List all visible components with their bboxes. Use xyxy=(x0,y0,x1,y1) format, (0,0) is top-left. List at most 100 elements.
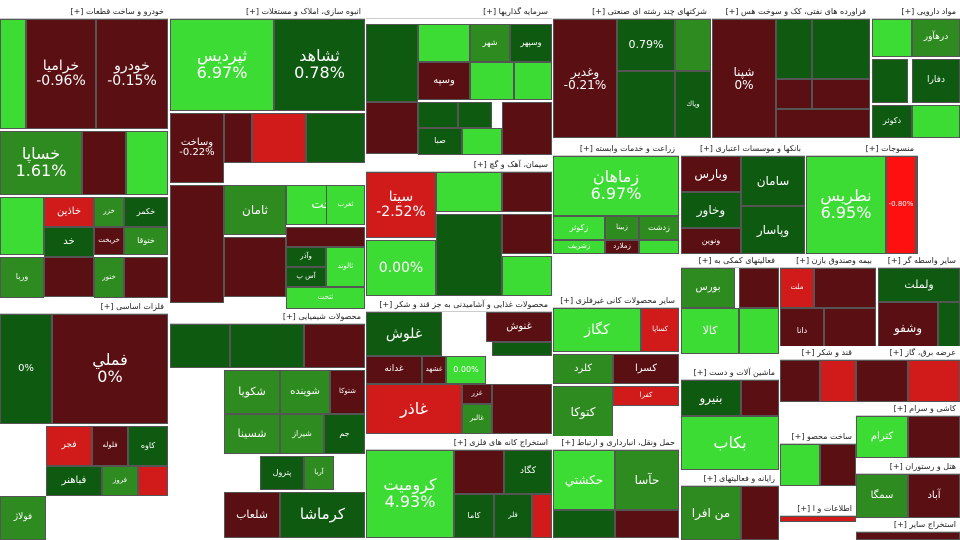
heatmap-tile[interactable] xyxy=(502,172,552,212)
sector-header[interactable]: استخراج سایر [+] xyxy=(856,518,960,532)
heatmap-tile[interactable] xyxy=(675,19,711,71)
heatmap-tile[interactable] xyxy=(0,197,44,255)
sector-header[interactable]: سایر واسطه گر [+] xyxy=(878,254,960,268)
heatmap-tile[interactable] xyxy=(872,19,912,57)
heatmap-tile[interactable]: غالبر xyxy=(462,404,492,434)
heatmap-tile[interactable] xyxy=(780,516,856,522)
heatmap-tile[interactable]: شسينا xyxy=(224,414,280,454)
heatmap-tile[interactable]: آس پ xyxy=(286,267,326,287)
heatmap-tile[interactable] xyxy=(306,113,365,163)
heatmap-tile[interactable] xyxy=(916,156,918,254)
sector-header[interactable]: عرضه برق، گاز [+] xyxy=(856,346,960,360)
heatmap-tile[interactable]: وخاور xyxy=(681,192,741,228)
heatmap-tile[interactable]: كلرد xyxy=(553,354,613,384)
heatmap-tile[interactable]: سمگا xyxy=(856,474,908,518)
heatmap-tile[interactable]: كرماشا xyxy=(280,492,365,538)
sector-header[interactable]: حمل ونقل، انبارداری و ارتباط [+] xyxy=(553,436,679,450)
heatmap-tile[interactable]: ثپردیس 6.97% xyxy=(170,19,274,111)
heatmap-tile[interactable]: كتوكا xyxy=(553,386,613,438)
heatmap-tile[interactable]: 0.00% xyxy=(366,240,436,296)
sector-header[interactable]: انبوه سازی، املاک و مستغلات [+] xyxy=(170,5,365,19)
heatmap-tile[interactable]: 0.79% xyxy=(617,19,675,71)
heatmap-tile[interactable] xyxy=(0,19,26,129)
heatmap-tile[interactable]: زملارد xyxy=(605,240,639,254)
heatmap-tile[interactable]: خريخت xyxy=(94,227,124,255)
sector-header[interactable]: فلزات اساسی [+] xyxy=(0,300,168,314)
heatmap-tile[interactable]: فروز xyxy=(102,466,138,496)
heatmap-tile[interactable]: كگاد xyxy=(504,450,552,494)
sector-header[interactable]: بانکها و موسسات اعتباری [+] xyxy=(681,142,805,156)
heatmap-tile[interactable]: فلوله xyxy=(92,426,128,466)
heatmap-tile[interactable]: بنيرو xyxy=(681,380,741,416)
heatmap-tile[interactable]: وپاك xyxy=(675,71,711,138)
heatmap-tile[interactable] xyxy=(741,486,779,540)
heatmap-tile[interactable] xyxy=(502,256,552,296)
heatmap-tile[interactable] xyxy=(502,102,552,155)
sector-header[interactable]: سیمان، آهک و گچ [+] xyxy=(366,158,552,172)
heatmap-tile[interactable]: كگاز xyxy=(553,308,641,352)
heatmap-tile[interactable] xyxy=(812,19,870,79)
heatmap-tile[interactable]: من افرا xyxy=(681,486,741,540)
sector-header[interactable]: شرکتهای چند رشته ای صنعتی [+] xyxy=(553,5,711,19)
heatmap-tile[interactable]: نطريس 6.95% xyxy=(806,156,886,254)
heatmap-tile[interactable]: زبينا xyxy=(605,216,639,240)
heatmap-tile[interactable] xyxy=(492,342,552,356)
heatmap-tile[interactable] xyxy=(780,444,820,486)
sector-header[interactable]: مواد دارویی [+] xyxy=(872,5,960,19)
heatmap-tile[interactable] xyxy=(814,268,876,308)
heatmap-tile[interactable]: بكاب xyxy=(681,416,779,470)
sector-header[interactable]: فعالیتهای کمکی به [+] xyxy=(681,254,779,268)
heatmap-tile[interactable] xyxy=(170,185,224,303)
heatmap-tile[interactable]: شلعاب xyxy=(224,492,280,538)
heatmap-tile[interactable] xyxy=(639,240,679,254)
heatmap-tile[interactable] xyxy=(856,532,960,540)
sector-header[interactable]: محصولات غذایی و آشامیدنی به جز قند و شکر… xyxy=(366,298,552,312)
heatmap-tile[interactable]: زماهان 6.97% xyxy=(553,156,679,216)
heatmap-tile[interactable]: خودرو -0.15% xyxy=(96,19,168,129)
heatmap-tile[interactable]: شپنا 0% xyxy=(712,19,776,138)
heatmap-tile[interactable]: غاذر xyxy=(366,384,462,434)
heatmap-tile[interactable]: دفارا xyxy=(912,59,960,103)
heatmap-tile[interactable]: كسرا xyxy=(613,354,679,384)
heatmap-tile[interactable] xyxy=(44,257,94,297)
heatmap-tile[interactable] xyxy=(776,109,870,138)
heatmap-tile[interactable] xyxy=(124,257,168,298)
heatmap-tile[interactable] xyxy=(820,360,856,402)
heatmap-tile[interactable] xyxy=(366,102,418,154)
heatmap-tile[interactable]: جم xyxy=(324,414,365,454)
heatmap-tile[interactable]: وربا xyxy=(0,257,44,298)
heatmap-tile[interactable]: سامان xyxy=(741,156,805,206)
heatmap-tile[interactable]: وشفو xyxy=(878,302,938,354)
heatmap-tile[interactable]: خد xyxy=(44,227,94,257)
sector-header[interactable]: فراورده های نفتی، کک و سوخت هس [+] xyxy=(712,5,870,19)
sector-header[interactable]: سرمایه گذاریها [+] xyxy=(366,5,552,19)
heatmap-tile[interactable]: حآسا xyxy=(615,450,679,510)
heatmap-tile[interactable]: وسپه xyxy=(418,62,470,100)
heatmap-tile[interactable]: آباد xyxy=(908,474,960,518)
heatmap-tile[interactable]: غلوش xyxy=(366,312,442,356)
heatmap-tile[interactable] xyxy=(138,466,168,496)
heatmap-tile[interactable]: 0.00% xyxy=(446,356,486,384)
heatmap-tile[interactable]: دکوثر xyxy=(872,105,912,138)
heatmap-tile[interactable]: 0% xyxy=(0,314,52,424)
heatmap-tile[interactable]: بورس xyxy=(681,268,735,308)
heatmap-tile[interactable]: ختور xyxy=(94,257,124,298)
heatmap-tile[interactable] xyxy=(739,268,779,308)
heatmap-tile[interactable]: شكويا xyxy=(224,370,280,414)
sector-header[interactable]: ساخت محصو [+] xyxy=(780,430,856,444)
heatmap-tile[interactable] xyxy=(820,444,856,486)
sector-header[interactable]: بیمه وصندوق بازن [+] xyxy=(780,254,876,268)
heatmap-tile[interactable] xyxy=(454,450,504,494)
heatmap-tile[interactable]: كرومیت 4.93% xyxy=(366,450,454,538)
heatmap-tile[interactable] xyxy=(126,131,168,195)
heatmap-tile[interactable] xyxy=(492,384,552,434)
heatmap-tile[interactable]: شتوكا xyxy=(330,370,365,414)
sector-header[interactable]: محصولات شیمیایی [+] xyxy=(170,310,365,324)
heatmap-tile[interactable]: فجر xyxy=(46,426,92,466)
sector-header[interactable]: منسوجات [+] xyxy=(806,142,918,156)
heatmap-tile[interactable]: سیتا -2.52% xyxy=(366,172,436,238)
heatmap-tile[interactable] xyxy=(436,172,502,212)
heatmap-tile[interactable]: خكمر xyxy=(124,197,168,227)
heatmap-tile[interactable]: درهآور xyxy=(912,19,960,57)
heatmap-tile[interactable] xyxy=(812,79,870,109)
